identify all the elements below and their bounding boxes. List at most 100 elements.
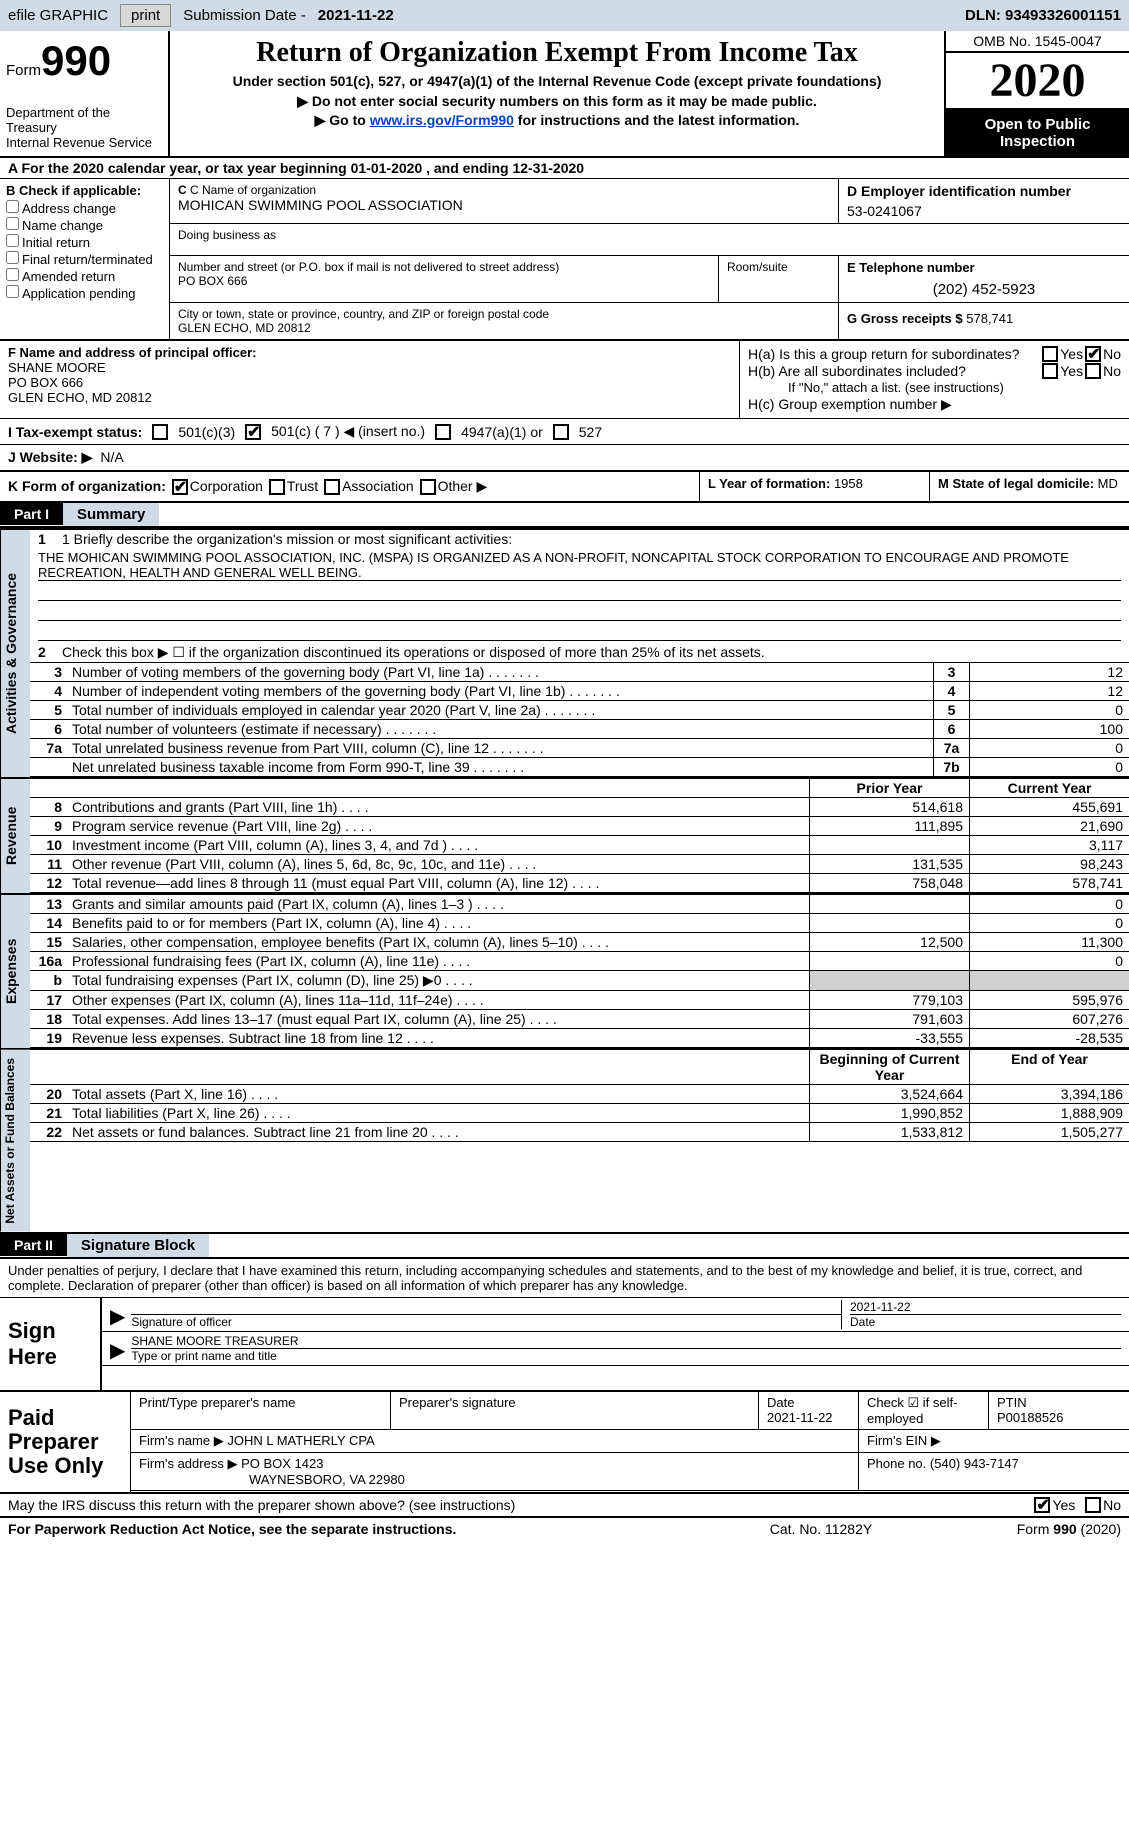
chk-app-pending[interactable]: Application pending (6, 285, 163, 301)
section-revenue: Revenue Prior YearCurrent Year 8Contribu… (0, 777, 1129, 893)
form-header: Form990 Department of the Treasury Inter… (0, 31, 1129, 158)
chk-address-change[interactable]: Address change (6, 200, 163, 216)
chk-other[interactable] (420, 479, 436, 495)
table-row: 3Number of voting members of the governi… (30, 663, 1129, 682)
mission-text: THE MOHICAN SWIMMING POOL ASSOCIATION, I… (38, 550, 1121, 581)
chk-name-change[interactable]: Name change (6, 217, 163, 233)
discuss-no[interactable] (1085, 1497, 1101, 1513)
form-subtitle: Under section 501(c), 527, or 4947(a)(1)… (176, 73, 938, 89)
phone-value: (202) 452-5923 (847, 281, 1121, 298)
topbar: efile GRAPHIC print Submission Date - 20… (0, 0, 1129, 31)
dept-label: Department of the Treasury Internal Reve… (6, 105, 162, 150)
irs-link[interactable]: www.irs.gov/Form990 (370, 112, 514, 128)
table-row: 9Program service revenue (Part VIII, lin… (30, 817, 1129, 836)
tax-year: 2020 (946, 53, 1129, 110)
city-value: GLEN ECHO, MD 20812 (178, 321, 830, 335)
hb-no[interactable] (1085, 363, 1101, 379)
table-row: 5Total number of individuals employed in… (30, 701, 1129, 720)
chk-527[interactable] (553, 424, 569, 440)
ein-label: D Employer identification number (847, 183, 1121, 199)
ha-no[interactable] (1085, 346, 1101, 362)
phone-label: E Telephone number (847, 260, 1121, 275)
chk-501c[interactable] (245, 424, 261, 440)
part1-header: Part I (0, 503, 63, 525)
box-m: M State of legal domicile: MD (929, 472, 1129, 501)
table-row: 8Contributions and grants (Part VIII, li… (30, 798, 1129, 817)
section-expenses: Expenses 13Grants and similar amounts pa… (0, 893, 1129, 1048)
form-title: Return of Organization Exempt From Incom… (176, 37, 938, 69)
city-label: City or town, state or province, country… (178, 307, 830, 321)
goto-note: ▶ Go to www.irs.gov/Form990 for instruct… (176, 112, 938, 129)
chk-amended[interactable]: Amended return (6, 268, 163, 284)
vtab-expenses: Expenses (0, 895, 30, 1048)
efile-label: efile GRAPHIC (8, 7, 108, 24)
page-footer: For Paperwork Reduction Act Notice, see … (0, 1518, 1129, 1540)
table-row: 20Total assets (Part X, line 16) . . . .… (30, 1085, 1129, 1104)
box-l: L Year of formation: 1958 (699, 472, 929, 501)
part2-title: Signature Block (67, 1234, 209, 1257)
table-row: 21Total liabilities (Part X, line 26) . … (30, 1104, 1129, 1123)
arrow-icon: ▶ (110, 1304, 125, 1329)
table-row: 7aTotal unrelated business revenue from … (30, 739, 1129, 758)
table-row: 4Number of independent voting members of… (30, 682, 1129, 701)
table-row: 15Salaries, other compensation, employee… (30, 933, 1129, 952)
chk-4947[interactable] (435, 424, 451, 440)
ha-yes[interactable] (1042, 346, 1058, 362)
box-b-header: B Check if applicable: (6, 183, 163, 198)
section-net-assets: Net Assets or Fund Balances Beginning of… (0, 1048, 1129, 1232)
discuss-yes[interactable] (1034, 1497, 1050, 1513)
form-label: Form (6, 62, 41, 79)
table-row: 6Total number of volunteers (estimate if… (30, 720, 1129, 739)
submission-date: 2021-11-22 (318, 7, 394, 24)
table-row: 10Investment income (Part VIII, column (… (30, 836, 1129, 855)
box-j: J Website: ▶N/A (0, 445, 1129, 472)
table-row: Net unrelated business taxable income fr… (30, 758, 1129, 777)
chk-initial-return[interactable]: Initial return (6, 234, 163, 250)
chk-corp[interactable] (172, 479, 188, 495)
chk-501c3[interactable] (152, 424, 168, 440)
gross-receipts: G Gross receipts $ 578,741 (839, 303, 1129, 339)
row-a-period: A For the 2020 calendar year, or tax yea… (0, 158, 1129, 179)
table-row: 18Total expenses. Add lines 13–17 (must … (30, 1010, 1129, 1029)
chk-trust[interactable] (269, 479, 285, 495)
discuss-row: May the IRS discuss this return with the… (0, 1494, 1129, 1518)
table-row: 17Other expenses (Part IX, column (A), l… (30, 991, 1129, 1010)
table-row: 12Total revenue—add lines 8 through 11 (… (30, 874, 1129, 893)
box-f: F Name and address of principal officer:… (0, 341, 739, 418)
submission-date-label: Submission Date - (183, 7, 306, 24)
vtab-revenue: Revenue (0, 779, 30, 893)
vtab-net: Net Assets or Fund Balances (0, 1050, 30, 1232)
dln: DLN: 93493326001151 (965, 7, 1121, 24)
form-number: 990 (41, 37, 111, 84)
hb-yes[interactable] (1042, 363, 1058, 379)
print-button[interactable]: print (120, 4, 171, 27)
box-i: I Tax-exempt status: 501(c)(3) 501(c) ( … (0, 419, 1129, 445)
chk-assoc[interactable] (324, 479, 340, 495)
section-governance: Activities & Governance 11 Briefly descr… (0, 528, 1129, 777)
paid-preparer-block: Paid Preparer Use Only Print/Type prepar… (0, 1390, 1129, 1495)
table-row: 22Net assets or fund balances. Subtract … (30, 1123, 1129, 1142)
box-b: B Check if applicable: Address change Na… (0, 179, 170, 339)
dba-label: Doing business as (170, 224, 1129, 256)
public-inspection: Open to Public Inspection (946, 110, 1129, 156)
table-row: 14Benefits paid to or for members (Part … (30, 914, 1129, 933)
vtab-governance: Activities & Governance (0, 530, 30, 777)
table-row: 19Revenue less expenses. Subtract line 1… (30, 1029, 1129, 1048)
ssn-note: ▶ Do not enter social security numbers o… (176, 93, 938, 110)
part1-title: Summary (63, 503, 159, 526)
table-row: 16aProfessional fundraising fees (Part I… (30, 952, 1129, 971)
ein-value: 53-0241067 (847, 203, 1121, 219)
addr-label: Number and street (or P.O. box if mail i… (178, 260, 710, 274)
box-h: H(a) Is this a group return for subordin… (739, 341, 1129, 418)
table-row: bTotal fundraising expenses (Part IX, co… (30, 971, 1129, 991)
table-row: 11Other revenue (Part VIII, column (A), … (30, 855, 1129, 874)
name-label: C Name of organization (190, 183, 316, 197)
omb-number: OMB No. 1545-0047 (946, 31, 1129, 53)
signature-declaration: Under penalties of perjury, I declare th… (0, 1259, 1129, 1298)
sign-here-block: Sign Here ▶ Signature of officer 2021-11… (0, 1298, 1129, 1390)
room-label: Room/suite (719, 256, 839, 302)
addr-value: PO BOX 666 (178, 274, 710, 288)
part2-header: Part II (0, 1234, 67, 1256)
chk-final-return[interactable]: Final return/terminated (6, 251, 163, 267)
org-name: MOHICAN SWIMMING POOL ASSOCIATION (178, 197, 830, 213)
